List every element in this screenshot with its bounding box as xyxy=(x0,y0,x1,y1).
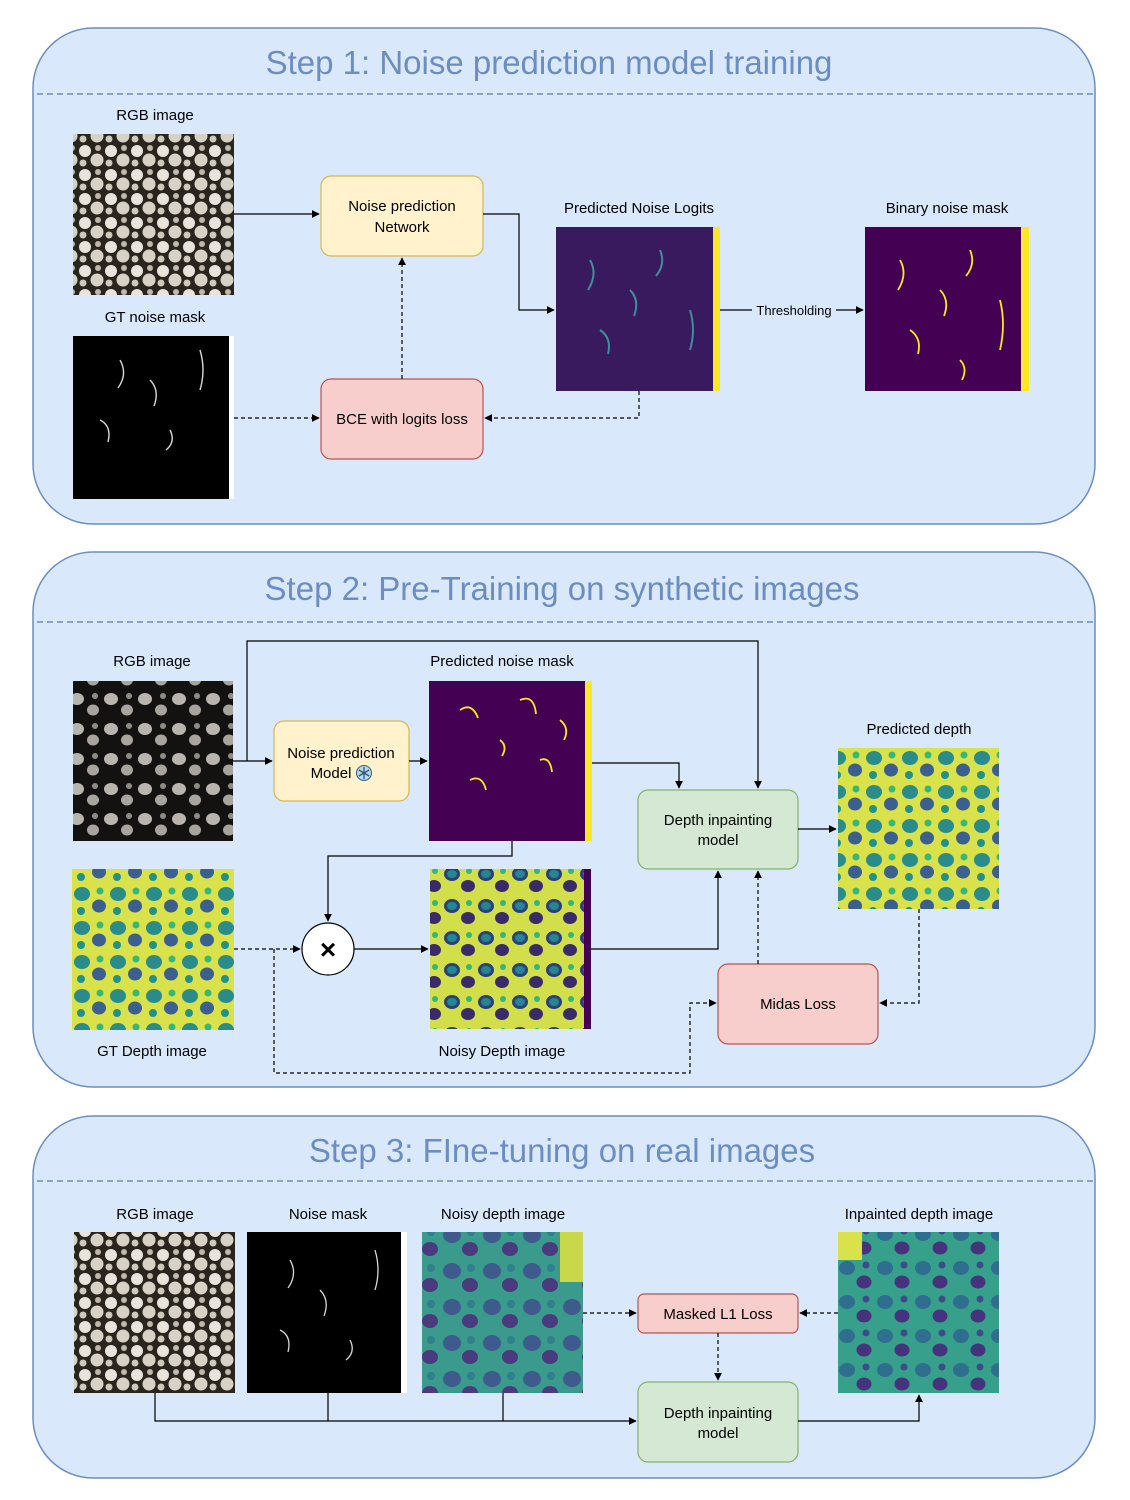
step3-noise-mask-image xyxy=(247,1232,407,1393)
step2-model-line2: Model xyxy=(311,765,352,782)
arrow-gtdepth-to-loss xyxy=(273,949,717,1074)
step2-panel: Step 2: Pre-Training on synthetic images… xyxy=(32,551,1096,1088)
step3-depth-inpainting-box xyxy=(637,1381,799,1463)
arrow-inpainting-to-output xyxy=(798,1394,923,1422)
step2-pred-depth-image xyxy=(838,748,999,909)
step2-pred-mask-image xyxy=(429,681,592,841)
step3-loss-label: Masked L1 Loss xyxy=(663,1306,772,1323)
step1-gt-mask-image xyxy=(73,336,234,499)
step2-inpaint-line1: Depth inpainting xyxy=(664,812,772,829)
step1-network-line1: Noise prediction xyxy=(348,198,456,215)
step1-loss-label: BCE with logits loss xyxy=(336,411,468,428)
arrow-inputs-to-inpainting xyxy=(154,1393,637,1425)
step2-rgb-label: RGB image xyxy=(113,653,191,670)
arrow-mask-to-multiply xyxy=(324,841,513,922)
threshold-label: Thresholding xyxy=(756,303,831,318)
step2-noisy-depth-label: Noisy Depth image xyxy=(439,1043,566,1060)
step3-inpainted-label: Inpainted depth image xyxy=(845,1206,993,1223)
step3-inpainted-image xyxy=(838,1232,999,1393)
step3-noisy-depth-image xyxy=(422,1232,583,1393)
step1-title: Step 1: Noise prediction model training xyxy=(266,44,833,81)
step3-rgb-image xyxy=(74,1232,235,1393)
step1-panel: Step 1: Noise prediction model training … xyxy=(32,27,1096,525)
arrow-network-to-logits xyxy=(483,213,555,314)
step3-panel: Step 3: FIne-tuning on real images RGB i… xyxy=(32,1115,1096,1479)
step2-pred-mask-label: Predicted noise mask xyxy=(430,653,574,670)
step1-binary-label: Binary noise mask xyxy=(886,200,1009,217)
step2-title: Step 2: Pre-Training on synthetic images xyxy=(265,570,860,607)
step3-mask-label: Noise mask xyxy=(289,1206,368,1223)
step1-rgb-image xyxy=(73,134,234,295)
step2-midas-loss-box xyxy=(717,963,879,1045)
step3-title: Step 3: FIne-tuning on real images xyxy=(309,1132,815,1169)
step1-noise-network-box xyxy=(320,175,484,257)
step1-binary-image xyxy=(865,227,1029,391)
arrow-mask-to-inpainting xyxy=(592,762,683,789)
step3-noisy-label: Noisy depth image xyxy=(441,1206,565,1223)
step1-network-line2: Network xyxy=(374,219,430,236)
step2-inpaint-line2: model xyxy=(698,832,739,849)
step1-logits-image xyxy=(556,227,720,391)
step3-inpaint-line1: Depth inpainting xyxy=(664,1405,772,1422)
arrow-rgb-to-inpainting xyxy=(246,640,762,789)
step2-pred-depth-label: Predicted depth xyxy=(866,721,971,738)
arrow-noisy-to-inpainting xyxy=(591,870,722,950)
step3-inpaint-line2: model xyxy=(698,1425,739,1442)
step1-gt-mask-label: GT noise mask xyxy=(105,309,206,326)
step2-gt-depth-image xyxy=(72,869,234,1030)
multiply-symbol: × xyxy=(320,934,336,965)
multiply-node: × xyxy=(301,922,355,976)
step2-gt-depth-label: GT Depth image xyxy=(97,1043,207,1060)
arrow-pred-to-loss xyxy=(879,909,920,1007)
snowflake-icon xyxy=(356,765,372,781)
arrow-logits-to-loss xyxy=(484,391,640,422)
step1-rgb-label: RGB image xyxy=(116,107,194,124)
step2-loss-label: Midas Loss xyxy=(760,996,836,1013)
step2-model-line1: Noise prediction xyxy=(287,745,395,762)
step2-noisy-depth-image xyxy=(430,869,591,1029)
step3-rgb-label: RGB image xyxy=(116,1206,194,1223)
step2-depth-inpainting-box xyxy=(637,789,799,870)
step2-rgb-image xyxy=(73,681,233,841)
step1-logits-label: Predicted Noise Logits xyxy=(564,200,714,217)
